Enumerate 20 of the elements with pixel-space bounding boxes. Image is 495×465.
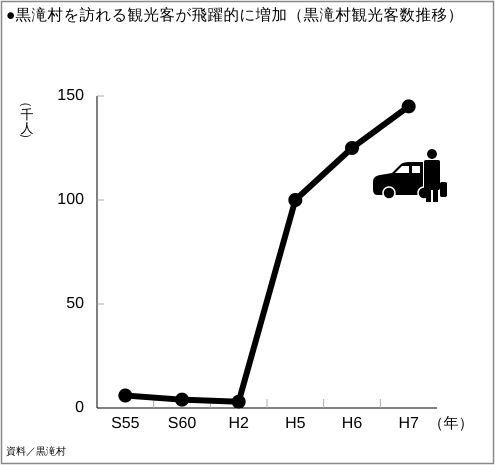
x-tick-label: S55 bbox=[111, 415, 140, 432]
x-tick-label: H7 bbox=[398, 415, 419, 432]
point bbox=[402, 99, 416, 114]
x-tick-label: H2 bbox=[228, 415, 249, 432]
y-tick-label: 150 bbox=[57, 87, 84, 104]
y-tick-label: 50 bbox=[66, 295, 84, 312]
y-tick-label: 0 bbox=[75, 399, 84, 416]
point bbox=[345, 141, 359, 155]
text: 資料／黒滝村 bbox=[6, 446, 66, 458]
point bbox=[118, 388, 132, 403]
point bbox=[232, 394, 246, 409]
x-tick-label: S60 bbox=[168, 415, 196, 432]
point bbox=[288, 193, 302, 207]
chart-title: ●黒滝村を訪れる観光客が飛躍的に増加（黒滝村観光客数推移） bbox=[6, 6, 464, 24]
x-axis-title: （年） bbox=[428, 414, 474, 432]
x-tick-label: H5 bbox=[285, 415, 306, 432]
y-axis-title: （千人） bbox=[18, 95, 34, 146]
point bbox=[175, 392, 189, 407]
y-tick-label: 100 bbox=[57, 191, 84, 208]
x-tick-label: H6 bbox=[342, 415, 362, 432]
